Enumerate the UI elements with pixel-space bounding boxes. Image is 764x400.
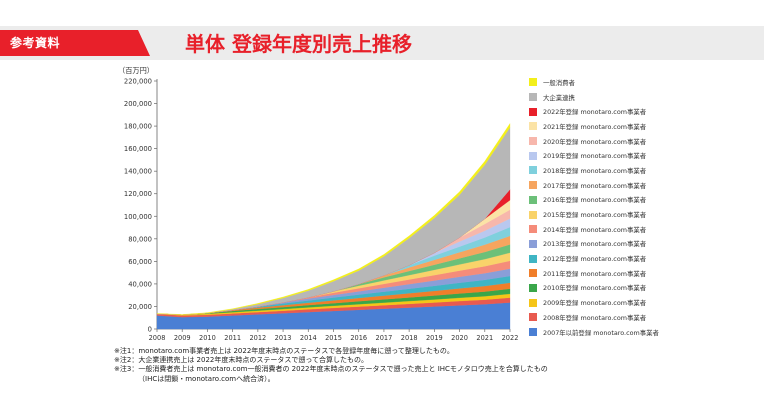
legend-swatch [529,181,537,190]
x-tick-label: 2012 [249,334,266,342]
y-tick-label: 20,000 [128,303,152,311]
legend-label: 大企業連携 [543,93,575,102]
legend-swatch [529,137,537,146]
badge-shape [0,30,150,56]
legend-swatch [529,298,537,307]
legend-swatch [529,313,537,322]
header-bar: 参考資料 単体 登録年度別売上推移 [0,26,764,60]
legend-swatch [529,78,537,87]
reference-badge: 参考資料 [0,30,150,56]
page-title: 単体 登録年度別売上推移 [185,32,412,56]
legend-swatch [529,151,537,160]
legend-label: 2021年登録 monotaro.com事業者 [543,122,647,131]
y-tick-label: 140,000 [124,168,152,176]
legend-item: 2021年登録 monotaro.com事業者 [529,119,729,134]
legend-item: 2011年登録 monotaro.com事業者 [529,266,729,281]
x-tick-label: 2022 [502,334,519,342]
legend-item: 2020年登録 monotaro.com事業者 [529,134,729,149]
legend-label: 2011年登録 monotaro.com事業者 [543,269,647,278]
legend-item: 2015年登録 monotaro.com事業者 [529,207,729,222]
y-tick-label: 60,000 [128,258,152,266]
legend-label: 2017年登録 monotaro.com事業者 [543,181,647,190]
x-tick-label: 2020 [451,334,468,342]
x-tick-label: 2017 [376,334,393,342]
legend-swatch [529,166,537,175]
x-tick-label: 2014 [300,334,317,342]
footnote-3-continued: （IHCは閉鎖・monotaro.comへ統合済）。 [138,374,275,383]
y-tick-label: 180,000 [124,123,152,131]
legend-swatch [529,93,537,102]
legend-label: 2008年登録 monotaro.com事業者 [543,313,647,322]
y-tick-label: 200,000 [124,100,152,108]
legend-item: 2018年登録 monotaro.com事業者 [529,163,729,178]
badge-label: 参考資料 [10,36,61,50]
legend-label: 2015年登録 monotaro.com事業者 [543,211,647,220]
y-tick-label: 120,000 [124,190,152,198]
legend-label: 2012年登録 monotaro.com事業者 [543,255,647,264]
legend-label: 2018年登録 monotaro.com事業者 [543,166,647,175]
legend-item: 2013年登録 monotaro.com事業者 [529,237,729,252]
chart-legend: 一般消費者大企業連携 2022年登録 monotaro.com事業者 2021年登録… [529,75,729,339]
legend-swatch [529,210,537,219]
legend-label: 一般消費者 [543,78,575,87]
legend-label: 2009年登録 monotaro.com事業者 [543,299,647,308]
y-axis-unit-label: （百万円） [118,66,154,75]
y-tick-label: 0 [148,326,152,334]
y-tick-label: 100,000 [124,213,152,221]
legend-swatch [529,107,537,116]
legend-swatch [529,254,537,263]
footnote-2: ※注2：大企業連携売上は 2022年度末時点のステータスで遡って合算したもの。 [114,356,369,365]
legend-item: 2017年登録 monotaro.com事業者 [529,178,729,193]
legend-swatch [529,195,537,204]
x-tick-label: 2008 [149,334,166,342]
legend-swatch [529,328,537,337]
legend-item: 2019年登録 monotaro.com事業者 [529,148,729,163]
legend-item: 2012年登録 monotaro.com事業者 [529,251,729,266]
legend-label: 2016年登録 monotaro.com事業者 [543,196,647,205]
footnote-1: ※注1：monotaro.com事業者売上は 2022年度末時点のステータスで各… [114,347,454,355]
x-tick-label: 2016 [350,334,367,342]
legend-label: 2014年登録 monotaro.com事業者 [543,225,647,234]
legend-item: 2010年登録 monotaro.com事業者 [529,281,729,296]
x-tick-label: 2010 [199,334,216,342]
legend-item: 2016年登録 monotaro.com事業者 [529,193,729,208]
y-tick-label: 160,000 [124,145,152,153]
x-tick-label: 2015 [325,334,342,342]
legend-swatch [529,283,537,292]
area-series-17 [156,123,511,315]
legend-label: 2007年以前登録 monotaro.com事業者 [543,328,659,337]
legend-item: 2009年登録 monotaro.com事業者 [529,295,729,310]
x-tick-label: 2011 [224,334,241,342]
y-tick-label: 80,000 [128,235,152,243]
x-tick-label: 2019 [426,334,443,342]
legend-label: 2022年登録 monotaro.com事業者 [543,108,647,117]
legend-swatch [529,239,537,248]
legend-label: 2020年登録 monotaro.com事業者 [543,137,647,146]
legend-label: 2019年登録 monotaro.com事業者 [543,152,647,161]
x-tick-label: 2013 [275,334,292,342]
legend-item: 2014年登録 monotaro.com事業者 [529,222,729,237]
legend-swatch [529,225,537,234]
x-tick-label: 2018 [401,334,418,342]
y-tick-label: 220,000 [124,78,152,86]
x-tick-label: 2021 [476,334,493,342]
legend-item: 大企業連携 [529,90,729,105]
legend-item: 一般消費者 [529,75,729,90]
legend-swatch [529,269,537,278]
legend-label: 2013年登録 monotaro.com事業者 [543,240,647,249]
legend-swatch [529,122,537,131]
y-tick-label: 40,000 [128,280,152,288]
legend-item: 2008年登録 monotaro.com事業者 [529,310,729,325]
legend-item: 2007年以前登録 monotaro.com事業者 [529,325,729,340]
legend-item: 2022年登録 monotaro.com事業者 [529,104,729,119]
x-tick-label: 2009 [174,334,191,342]
footnotes: ※注1：monotaro.com事業者売上は 2022年度末時点のステータスで各… [114,347,754,384]
legend-label: 2010年登録 monotaro.com事業者 [543,284,647,293]
footnote-3: ※注3：一般消費者売上は monotaro.com一般消費者の 2022年度末時… [114,365,548,374]
